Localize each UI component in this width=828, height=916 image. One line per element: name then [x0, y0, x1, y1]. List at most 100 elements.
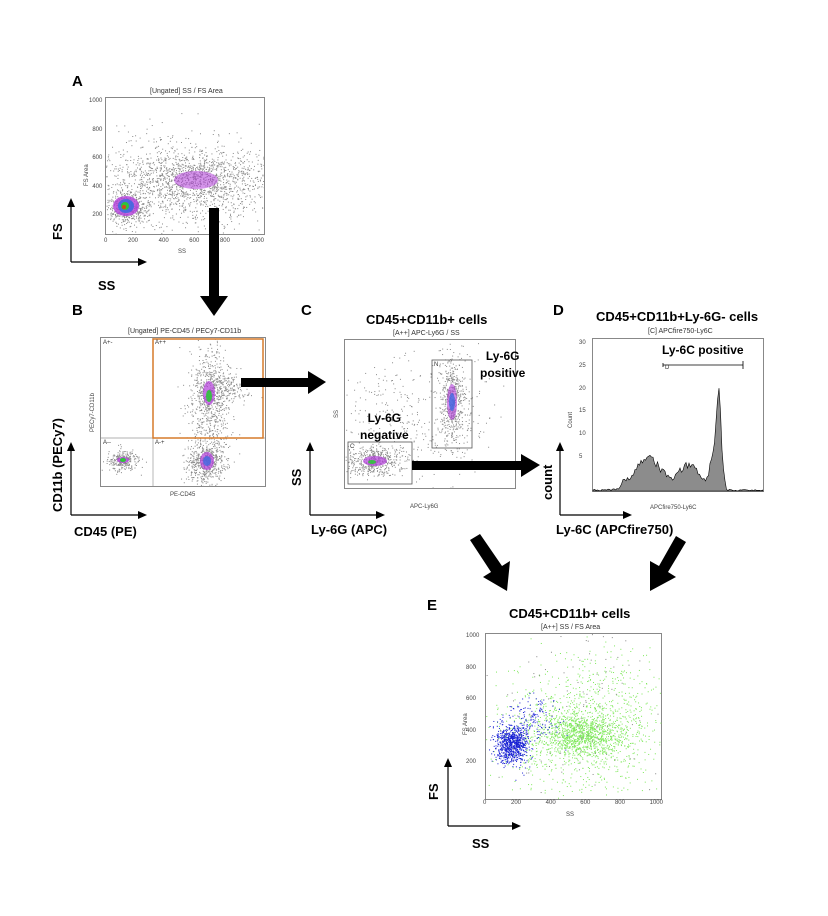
event-dot [472, 405, 474, 407]
event-dot [380, 394, 382, 396]
event-dot [139, 168, 141, 170]
event-dot [123, 452, 125, 454]
event-dot [253, 181, 255, 183]
event-dot [220, 438, 222, 440]
event-dot [225, 212, 227, 214]
event-dot [117, 223, 119, 225]
event-dot [214, 401, 216, 403]
event-dot [153, 185, 155, 187]
event-dot [106, 205, 108, 207]
event-dot [378, 454, 380, 456]
event-dot [197, 406, 199, 408]
event-dot [440, 398, 442, 400]
event-dot [146, 174, 148, 176]
event-dot [384, 375, 386, 377]
event-dot [119, 455, 121, 457]
event-dot [121, 468, 123, 470]
event-dot [237, 197, 239, 199]
event-dot [166, 168, 168, 170]
event-dot [466, 449, 468, 451]
event-dot [216, 188, 218, 190]
event-dot [123, 216, 125, 218]
event-dot [182, 202, 184, 204]
event-dot [436, 444, 438, 446]
event-dot [230, 213, 232, 215]
event-dot [462, 371, 464, 373]
event-dot [151, 168, 153, 170]
event-dot [367, 470, 369, 472]
event-dot [185, 137, 187, 139]
event-dot [178, 168, 180, 170]
event-dot [257, 178, 259, 180]
event-dot [138, 207, 140, 209]
event-dot [161, 162, 163, 164]
event-dot [214, 413, 216, 415]
event-dot [208, 410, 210, 412]
event-dot [124, 125, 126, 127]
event-dot [214, 447, 216, 449]
event-dot [178, 193, 180, 195]
event-dot [446, 348, 448, 350]
event-dot [434, 442, 436, 444]
event-dot [192, 157, 194, 159]
event-dot [402, 422, 404, 424]
event-dot [449, 375, 451, 377]
event-dot [359, 473, 361, 475]
event-dot [387, 404, 389, 406]
event-dot [206, 166, 208, 168]
event-dot [368, 465, 370, 467]
event-dot [172, 173, 174, 175]
event-dot [216, 168, 218, 170]
event-dot [148, 174, 150, 176]
event-dot [367, 473, 369, 475]
event-dot [243, 166, 245, 168]
event-dot [378, 443, 380, 445]
event-dot [494, 404, 496, 406]
event-dot [221, 417, 223, 419]
event-dot [218, 478, 220, 480]
event-dot [149, 153, 151, 155]
event-dot [260, 165, 262, 167]
event-dot [164, 206, 166, 208]
event-dot [190, 457, 192, 459]
event-dot [450, 450, 452, 452]
event-dot [459, 443, 461, 445]
event-dot [223, 466, 225, 468]
event-dot [199, 168, 201, 170]
event-dot [445, 449, 447, 451]
event-dot [213, 159, 215, 161]
event-dot [199, 170, 201, 172]
event-dot [193, 458, 195, 460]
event-dot [150, 201, 152, 203]
event-dot [458, 386, 460, 388]
event-dot [191, 460, 193, 462]
event-dot [228, 175, 230, 177]
event-dot [196, 434, 198, 436]
event-dot [148, 209, 150, 211]
event-dot [136, 196, 138, 198]
event-dot [215, 459, 217, 461]
event-dot [229, 393, 231, 395]
event-dot [112, 207, 114, 209]
event-dot [166, 173, 168, 175]
event-dot [400, 468, 402, 470]
event-dot [152, 225, 154, 227]
event-dot [248, 170, 250, 172]
event-dot [463, 466, 465, 468]
event-dot [447, 376, 449, 378]
event-dot [380, 454, 382, 456]
event-dot [154, 169, 156, 171]
event-dot [385, 402, 387, 404]
event-dot [458, 395, 460, 397]
event-dot [257, 186, 259, 188]
event-dot [203, 385, 205, 387]
event-dot [220, 187, 222, 189]
event-dot [181, 191, 183, 193]
event-dot [474, 361, 476, 363]
event-dot [229, 191, 231, 193]
event-dot [220, 472, 222, 474]
event-dot [359, 397, 361, 399]
event-dot [459, 473, 461, 475]
event-dot [393, 465, 395, 467]
event-dot [116, 461, 118, 463]
